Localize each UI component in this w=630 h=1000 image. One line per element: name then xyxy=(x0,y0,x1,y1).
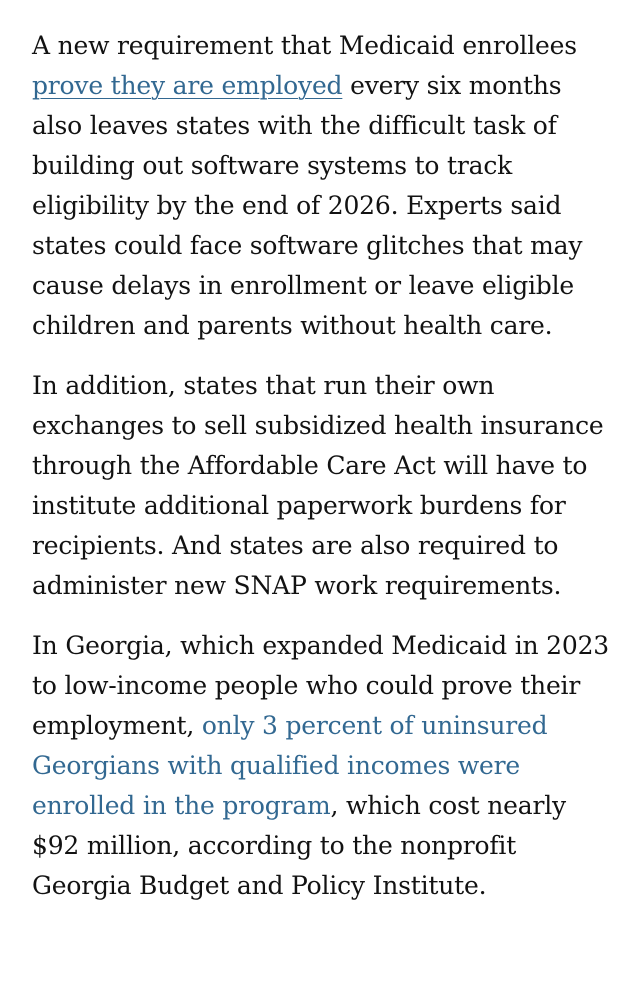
paragraph-georgia: In Georgia, which expanded Medicaid in 2… xyxy=(32,626,610,906)
link-prove-employed[interactable]: prove they are employed xyxy=(32,71,343,100)
article-body: A new requirement that Medicaid enrollee… xyxy=(32,26,610,906)
paragraph-text: , which cost nearly $92 million, accordi… xyxy=(32,791,566,900)
link-georgia-enrollment[interactable]: only 3 percent of uninsured Georgians wi… xyxy=(32,711,548,820)
paragraph-text: A new requirement that Medicaid enrollee… xyxy=(32,31,577,60)
paragraph-exchanges: In addition, states that run their own e… xyxy=(32,366,610,606)
paragraph-text: In addition, states that run their own e… xyxy=(32,371,604,600)
paragraph-text: every six months also leaves states with… xyxy=(32,71,583,340)
paragraph-employment-requirement: A new requirement that Medicaid enrollee… xyxy=(32,26,610,346)
paragraph-text: In Georgia, which expanded Medicaid in 2… xyxy=(32,631,609,740)
